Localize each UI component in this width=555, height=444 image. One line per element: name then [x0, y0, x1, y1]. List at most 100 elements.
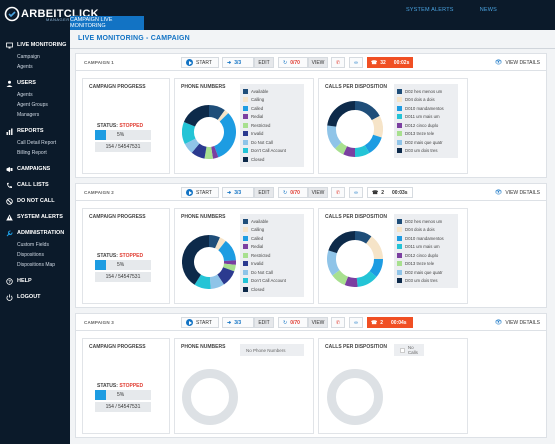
donut-segment[interactable]: [214, 237, 226, 251]
voicemail-icon[interactable]: ∞: [349, 57, 363, 68]
phone-icon[interactable]: ✆: [331, 57, 345, 68]
view-button[interactable]: VIEW: [308, 317, 328, 328]
sidebar-item-users[interactable]: USERS: [0, 76, 70, 90]
donut-segment[interactable]: [343, 146, 356, 157]
phone-icon[interactable]: ✆: [331, 187, 345, 198]
tab-campaign-live-monitoring[interactable]: CAMPAIGN LIVE MONITORING: [70, 16, 144, 30]
donut-segment[interactable]: [328, 231, 356, 254]
donut-segment[interactable]: [184, 138, 200, 153]
legend-item[interactable]: Invalid: [243, 130, 301, 139]
view-details-link[interactable]: 👁 VIEW DETAILS: [494, 59, 540, 67]
legend-item[interactable]: D011 um mais um: [397, 113, 455, 122]
legend-item[interactable]: Calling: [243, 96, 301, 105]
donut-segment[interactable]: [217, 110, 229, 122]
donut-segment[interactable]: [209, 274, 224, 289]
donut-segment[interactable]: [327, 250, 340, 276]
sidebar-item-logout[interactable]: LOGOUT: [0, 290, 70, 304]
legend-item[interactable]: Restricted: [243, 121, 301, 130]
donut-segment[interactable]: [327, 125, 342, 149]
voicemail-icon[interactable]: ∞: [349, 187, 363, 198]
legend-item[interactable]: D02 hes menos um: [397, 217, 455, 226]
sidebar-subitem-custom-fields[interactable]: Custom Fields: [17, 242, 49, 248]
legend-item[interactable]: D010 mandamentos: [397, 104, 455, 113]
donut-segment[interactable]: [335, 142, 348, 155]
donut-segment[interactable]: [369, 258, 383, 277]
legend-item[interactable]: Redial: [243, 243, 301, 252]
legend-item[interactable]: Redial: [243, 113, 301, 122]
donut-segment[interactable]: [332, 269, 349, 286]
legend-item[interactable]: D02 hes menos um: [397, 87, 455, 96]
legend-item[interactable]: D010 mandamentos: [397, 234, 455, 243]
legend-item[interactable]: D03 um dois tres: [397, 277, 455, 286]
legend-item[interactable]: D02 mais que quatr: [397, 138, 455, 147]
refresh-counter[interactable]: ↻ 0/70: [278, 317, 308, 328]
live-calls-indicator[interactable]: ☎ 2 00:03s: [367, 187, 413, 198]
donut-segment[interactable]: [194, 274, 211, 289]
live-calls-indicator[interactable]: ☎ 32 00:02s: [367, 57, 413, 68]
refresh-counter[interactable]: ↻ 0/70: [278, 57, 308, 68]
legend-item[interactable]: D02 mais que quatr: [397, 268, 455, 277]
legend-item[interactable]: D03 um dois tres: [397, 147, 455, 156]
legend-item[interactable]: Don't Call Account: [243, 147, 301, 156]
donut-segment[interactable]: [211, 146, 219, 159]
donut-segment[interactable]: [344, 276, 358, 287]
sidebar-subitem-campaign[interactable]: Campaign: [17, 54, 40, 60]
donut-segment[interactable]: [208, 105, 225, 121]
edit-button[interactable]: EDIT: [254, 317, 274, 328]
donut-segment[interactable]: [208, 235, 220, 249]
view-details-link[interactable]: 👁 VIEW DETAILS: [494, 319, 540, 327]
sidebar-item-reports[interactable]: REPORTS: [0, 124, 70, 138]
legend-item[interactable]: Called: [243, 234, 301, 243]
start-button[interactable]: START: [181, 57, 219, 68]
donut-segment[interactable]: [182, 122, 196, 145]
legend-item[interactable]: D012 cinco duplo: [397, 251, 455, 260]
sidebar-subitem-billing-report[interactable]: Billing Report: [17, 150, 47, 156]
donut-segment[interactable]: [217, 240, 236, 262]
legend-item[interactable]: D013 treze tele: [397, 260, 455, 269]
system-alerts-link[interactable]: SYSTEM ALERTS: [405, 7, 454, 13]
legend-item[interactable]: D011 um mais um: [397, 243, 455, 252]
donut-segment[interactable]: [183, 105, 210, 127]
legend-item[interactable]: Called: [243, 104, 301, 113]
transfer-counter[interactable]: ➜ 3/3: [222, 317, 254, 328]
legend-item[interactable]: D012 cinco duplo: [397, 121, 455, 130]
sidebar-subitem-agents[interactable]: Agents: [17, 64, 33, 70]
phone-icon[interactable]: ✆: [331, 317, 345, 328]
phone-numbers-donut[interactable]: [182, 235, 236, 289]
view-details-link[interactable]: 👁 VIEW DETAILS: [494, 189, 540, 197]
sidebar-subitem-call-detail-report[interactable]: Call Detail Report: [17, 140, 57, 146]
donut-segment[interactable]: [364, 134, 382, 153]
sidebar-subitem-managers[interactable]: Managers: [17, 112, 40, 118]
donut-segment[interactable]: [365, 236, 383, 260]
legend-item[interactable]: D013 treze tele: [397, 130, 455, 139]
legend-item[interactable]: Restricted: [243, 251, 301, 260]
legend-item[interactable]: D04 dois a dois: [397, 226, 455, 235]
transfer-counter[interactable]: ➜ 3/3: [222, 57, 254, 68]
legend-item[interactable]: Calling: [243, 226, 301, 235]
sidebar-item-campaigns[interactable]: CAMPAIGNS: [0, 162, 70, 176]
phone-numbers-donut[interactable]: [182, 105, 236, 159]
edit-button[interactable]: EDIT: [254, 187, 274, 198]
sidebar-item-help[interactable]: ? HELP: [0, 274, 70, 288]
sidebar-item-live-monitoring[interactable]: LIVE MONITORING: [0, 38, 70, 52]
sidebar-item-administration[interactable]: ADMINISTRATION: [0, 226, 70, 240]
donut-segment[interactable]: [354, 231, 372, 244]
donut-segment[interactable]: [371, 115, 383, 138]
legend-item[interactable]: Closed: [243, 155, 301, 164]
donut-segment[interactable]: [182, 235, 210, 285]
legend-item[interactable]: Closed: [243, 285, 301, 294]
view-button[interactable]: VIEW: [308, 187, 328, 198]
start-button[interactable]: START: [181, 187, 219, 198]
legend-item[interactable]: Available: [243, 217, 301, 226]
sidebar-subitem-agents[interactable]: Agents: [17, 92, 33, 98]
sidebar-item-system-alerts[interactable]: SYSTEM ALERTS: [0, 210, 70, 224]
legend-item[interactable]: Invalid: [243, 260, 301, 269]
dispositions-donut[interactable]: [327, 101, 383, 157]
donut-segment[interactable]: [354, 145, 370, 157]
live-calls-indicator[interactable]: ☎ 2 00:04s: [367, 317, 413, 328]
donut-segment[interactable]: [222, 263, 236, 272]
edit-button[interactable]: EDIT: [254, 57, 274, 68]
sidebar-item-call-lists[interactable]: CALL LISTS: [0, 178, 70, 192]
sidebar-subitem-dispositions-map[interactable]: Dispositions Map: [17, 262, 56, 268]
dispositions-donut[interactable]: [327, 231, 383, 287]
